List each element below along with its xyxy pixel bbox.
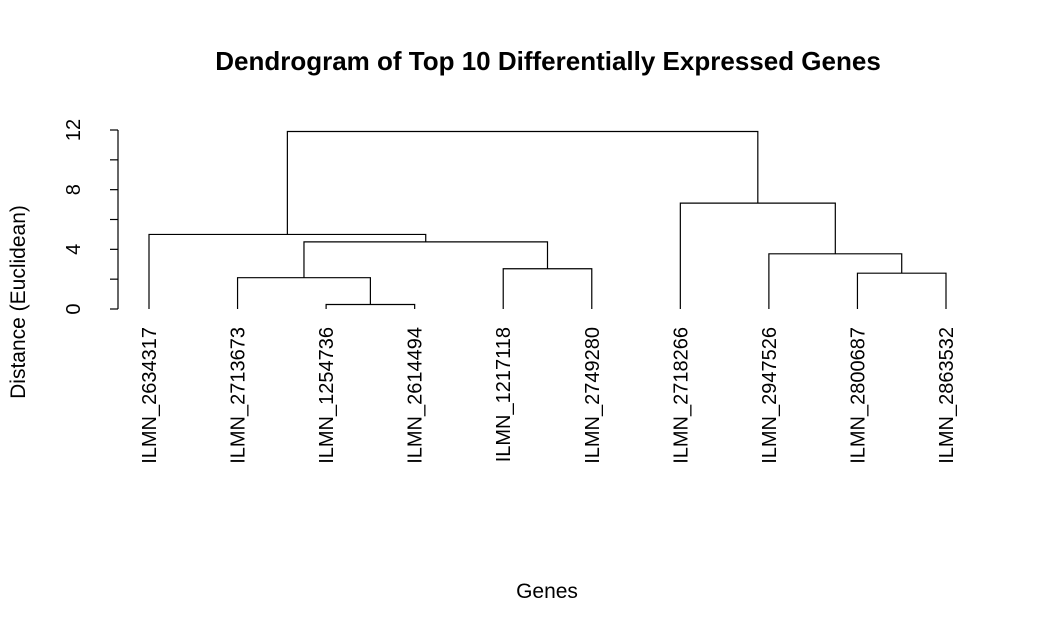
dendrogram-link-m3 <box>856 272 947 309</box>
leaf-label: ILMN_2718266 <box>670 327 692 464</box>
leaf-label: ILMN_2614494 <box>405 327 427 464</box>
dendrogram-link-m9 <box>286 130 759 235</box>
dendrogram-link-m8 <box>679 202 836 309</box>
leaf-label: ILMN_2947526 <box>759 327 781 464</box>
dendrogram-links <box>148 130 947 309</box>
dendrogram-link-m4 <box>502 268 593 309</box>
y-axis-label: Distance (Euclidean) <box>7 205 30 399</box>
leaf-label: ILMN_1217118 <box>493 327 515 462</box>
y-tick-label: 4 <box>63 244 85 255</box>
chart-title: Dendrogram of Top 10 Differentially Expr… <box>215 46 881 76</box>
dendrogram-link-m1 <box>325 303 416 309</box>
y-tick-label: 12 <box>63 119 85 141</box>
leaf-label: ILMN_1254736 <box>316 327 338 464</box>
y-tick-label: 8 <box>63 184 85 195</box>
y-tick-label: 0 <box>63 303 85 314</box>
leaf-label: ILMN_2634317 <box>139 327 161 464</box>
x-axis-label: Genes <box>516 580 578 603</box>
leaf-label: ILMN_2713673 <box>228 327 250 464</box>
leaf-label: ILMN_2863532 <box>936 327 958 464</box>
y-axis: 0 4 8 12 <box>63 119 119 315</box>
dendrogram-link-m5 <box>768 253 903 309</box>
leaf-labels: ILMN_2634317 ILMN_2713673 ILMN_1254736 ILMN… <box>139 327 958 464</box>
leaf-label: ILMN_2749280 <box>582 327 604 464</box>
leaf-label: ILMN_2800687 <box>847 327 869 464</box>
dendrogram-link-m6 <box>303 241 549 278</box>
dendrogram-link-m7 <box>148 233 427 309</box>
